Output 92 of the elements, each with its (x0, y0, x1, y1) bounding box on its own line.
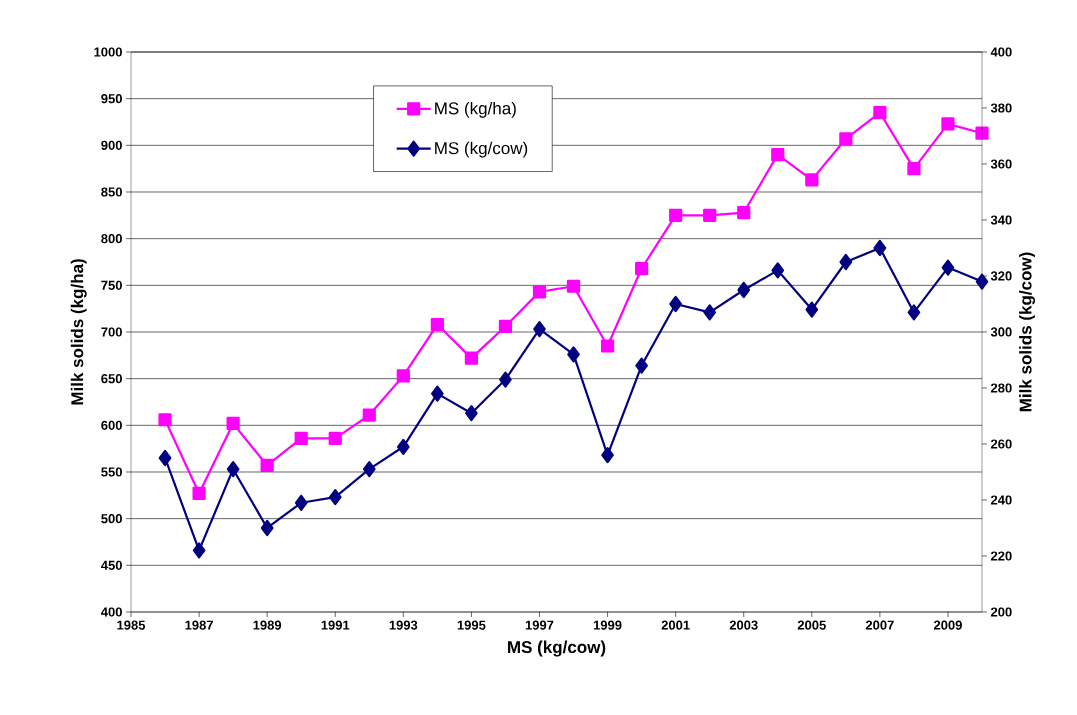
point (703, 304, 717, 321)
x-tick-label: 2001 (661, 620, 690, 630)
y2-tick-label: 320 (990, 271, 1012, 281)
point (975, 126, 989, 140)
y-tick-label: 650 (101, 374, 122, 384)
point (158, 449, 172, 467)
point (805, 301, 819, 318)
x-tick-label: 2003 (729, 620, 758, 630)
y2-tick-label: 220 (990, 551, 1012, 561)
x-tick-label: 1989 (253, 620, 282, 630)
point (294, 431, 308, 445)
x-tick-label: 1995 (457, 620, 486, 630)
y-tick-label: 750 (101, 280, 122, 290)
point (396, 369, 410, 383)
y-tick-label: 500 (101, 514, 122, 524)
y-tick-label: 1000 (94, 47, 122, 57)
y-tick-label: 950 (101, 94, 122, 104)
point (975, 273, 989, 290)
point (839, 253, 853, 271)
legend-label: MS (kg/ha) (435, 101, 516, 118)
y2-tick-label: 380 (990, 103, 1012, 113)
y2-axis-title: Milk solids (kg/cow) (1019, 252, 1036, 412)
x-tick-label: 1987 (185, 620, 213, 630)
point (873, 239, 887, 257)
x-tick-label: 2007 (865, 620, 894, 630)
point (158, 413, 172, 427)
point (226, 416, 240, 431)
x-tick-label: 1993 (389, 620, 418, 630)
point (499, 371, 512, 388)
y2-tick-label: 240 (990, 495, 1012, 505)
y-tick-label: 450 (101, 560, 122, 570)
point (907, 304, 921, 321)
legend-label: MS (kg/cow) (435, 141, 528, 158)
y-tick-label: 850 (101, 187, 122, 197)
point (362, 408, 376, 422)
y-tick-label: 400 (101, 607, 122, 617)
x-tick-label: 2005 (797, 620, 826, 630)
point (873, 106, 887, 120)
point (635, 357, 648, 374)
y-tick-label: 800 (101, 234, 122, 244)
y2-tick-label: 340 (990, 215, 1012, 225)
y-axis-title: Milk solids (kg/ha) (70, 259, 87, 405)
point (805, 173, 819, 187)
y-tick-label: 550 (101, 467, 122, 477)
point (669, 208, 683, 222)
point (907, 162, 921, 176)
x-axis-title: MS (kg/cow) (508, 640, 606, 657)
point (771, 148, 785, 162)
point (839, 132, 853, 146)
x-tick-label: 1999 (593, 620, 622, 630)
point (941, 117, 955, 131)
point (260, 458, 274, 473)
point (771, 262, 785, 279)
point (260, 519, 274, 537)
x-tick-label: 1991 (321, 620, 350, 630)
point (600, 339, 615, 353)
point (669, 295, 682, 313)
y2-tick-label: 280 (990, 383, 1012, 393)
y-tick-label: 600 (101, 420, 122, 430)
y2-tick-label: 200 (990, 607, 1012, 617)
y2-tick-label: 260 (990, 439, 1012, 449)
point (601, 447, 614, 464)
point (567, 346, 580, 363)
point (465, 405, 478, 422)
point (192, 486, 206, 501)
y2-tick-label: 360 (990, 159, 1012, 169)
point (328, 431, 342, 445)
point (737, 281, 751, 299)
point (532, 285, 547, 299)
point (294, 494, 308, 511)
y2-tick-label: 400 (990, 47, 1012, 57)
point (737, 205, 751, 220)
point (533, 321, 546, 338)
x-tick-label: 1997 (525, 620, 554, 630)
y2-tick-label: 300 (990, 327, 1012, 337)
point (396, 438, 410, 455)
y-tick-label: 700 (101, 327, 122, 337)
point (431, 385, 444, 402)
x-tick-label: 2009 (933, 620, 962, 630)
point (941, 259, 955, 276)
point (226, 461, 240, 478)
point (464, 351, 478, 365)
point (498, 319, 513, 333)
x-tick-label: 1985 (117, 620, 146, 630)
point (703, 208, 717, 222)
point (192, 542, 206, 559)
point (362, 461, 376, 478)
point (328, 489, 342, 506)
y-tick-label: 900 (101, 140, 122, 150)
point (635, 261, 649, 276)
point (566, 279, 581, 293)
point (430, 317, 444, 332)
